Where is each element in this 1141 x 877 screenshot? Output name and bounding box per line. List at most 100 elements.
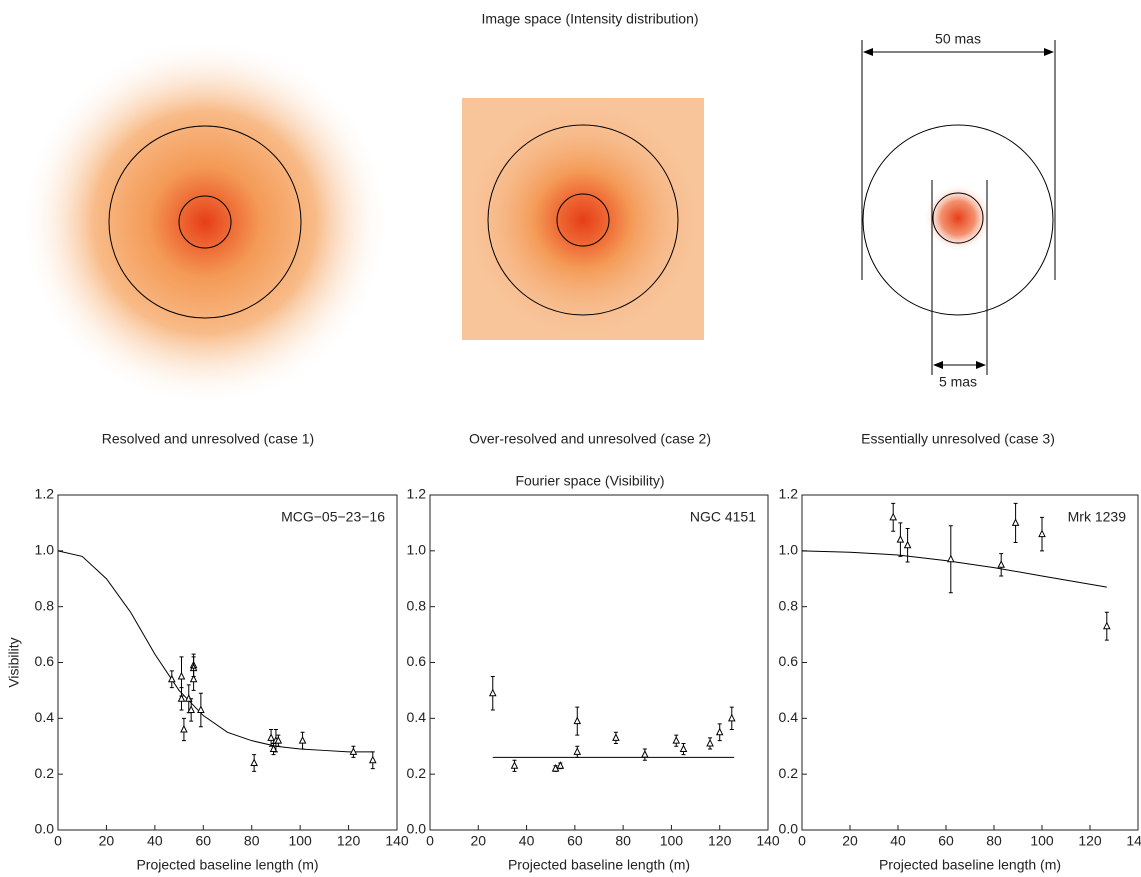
y-tick-label: 1.2 <box>35 486 55 502</box>
model-line <box>57 550 373 753</box>
caption: Over-resolved and unresolved (case 2) <box>469 431 711 447</box>
x-tick-label: 120 <box>708 833 732 849</box>
data-point <box>368 755 377 764</box>
data-point <box>177 694 186 702</box>
data-point <box>269 744 278 753</box>
data-point <box>612 733 620 741</box>
x-tick-label: 0 <box>426 833 434 849</box>
data-point <box>180 724 188 733</box>
image-case-2 <box>462 98 704 341</box>
y-tick-label: 0.4 <box>779 709 799 725</box>
model-line <box>801 550 1107 588</box>
data-point <box>167 674 176 683</box>
x-tick-label: 20 <box>470 833 486 849</box>
data-point <box>187 705 195 713</box>
y-tick-label: 0.6 <box>407 653 427 669</box>
data-point <box>177 671 186 680</box>
y-tick-label: 1.0 <box>779 542 799 558</box>
data-point <box>250 758 258 766</box>
x-tick-label: 60 <box>195 833 211 849</box>
dimension-label: 50 mas <box>935 31 981 47</box>
x-tick-label: 60 <box>938 833 954 849</box>
data-point <box>488 688 497 697</box>
x-axis-label: Projected baseline length (m) <box>508 857 690 873</box>
x-tick-label: 140 <box>385 833 409 849</box>
y-tick-label: 0.8 <box>35 597 55 613</box>
data-point <box>997 560 1006 568</box>
data-point <box>573 716 582 725</box>
annotation: MCG−05−23−16 <box>281 509 385 525</box>
data-point <box>672 736 681 744</box>
y-tick-label: 0.2 <box>35 765 55 781</box>
x-tick-label: 100 <box>1030 833 1054 849</box>
y-tick-label: 0.2 <box>779 765 799 781</box>
x-tick-label: 40 <box>147 833 163 849</box>
data-point <box>889 512 898 521</box>
y-tick-label: 0.4 <box>407 709 427 725</box>
y-tick-label: 0.0 <box>35 821 55 837</box>
x-tick-label: 40 <box>519 833 535 849</box>
y-tick-label: 0.8 <box>407 597 427 613</box>
data-point <box>946 554 955 563</box>
data-point <box>267 733 275 741</box>
plot-frame <box>57 494 398 831</box>
image-case-1 <box>20 37 390 407</box>
x-tick-label: 120 <box>337 833 361 849</box>
y-tick-label: 0.6 <box>35 653 55 669</box>
y-tick-label: 0.0 <box>779 821 799 837</box>
y-tick-label: 0.8 <box>779 597 799 613</box>
x-tick-label: 0 <box>54 833 62 849</box>
data-point <box>706 738 714 747</box>
y-tick-label: 1.0 <box>35 542 55 558</box>
caption: Resolved and unresolved (case 1) <box>102 431 314 447</box>
x-tick-label: 100 <box>288 833 312 849</box>
x-tick-label: 20 <box>99 833 115 849</box>
data-point <box>349 747 358 755</box>
x-tick-label: 140 <box>1126 833 1141 849</box>
y-tick-label: 0.6 <box>779 653 799 669</box>
data-point <box>679 744 688 753</box>
x-tick-label: 60 <box>567 833 583 849</box>
y-tick-label: 0.4 <box>35 709 55 725</box>
caption: Essentially unresolved (case 3) <box>861 431 1055 447</box>
x-axis-label: Projected baseline length (m) <box>879 857 1061 873</box>
y-tick-label: 1.2 <box>779 486 799 502</box>
y-tick-label: 0.0 <box>407 821 427 837</box>
plot-frame <box>801 494 1139 831</box>
data-point <box>510 761 519 769</box>
plot-frame <box>429 494 769 831</box>
data-point <box>1102 621 1111 630</box>
x-tick-label: 20 <box>842 833 858 849</box>
data-point <box>641 750 649 758</box>
data-point <box>197 705 205 713</box>
data-point <box>896 535 905 543</box>
x-tick-label: 120 <box>1078 833 1102 849</box>
x-tick-label: 40 <box>890 833 906 849</box>
x-tick-label: 80 <box>986 833 1002 849</box>
y-tick-label: 0.2 <box>407 765 427 781</box>
x-axis-label: Projected baseline length (m) <box>136 857 318 873</box>
data-point <box>1038 529 1046 538</box>
image-case-3 <box>861 40 1056 375</box>
x-tick-label: 80 <box>615 833 631 849</box>
data-point <box>274 736 283 744</box>
image-title: Image space (Intensity distribution) <box>481 11 698 27</box>
data-point <box>1011 518 1020 526</box>
annotation: NGC 4151 <box>690 509 756 525</box>
fourier-title: Fourier space (Visibility) <box>515 473 664 489</box>
data-point <box>298 736 307 744</box>
data-point <box>189 674 198 683</box>
data-point <box>715 727 724 736</box>
annotation: Mrk 1239 <box>1068 509 1127 525</box>
x-tick-label: 100 <box>660 833 684 849</box>
data-point <box>727 713 736 722</box>
y-tick-label: 1.2 <box>407 486 427 502</box>
data-point <box>573 747 582 755</box>
x-tick-label: 80 <box>244 833 260 849</box>
x-tick-label: 0 <box>798 833 806 849</box>
data-point <box>903 540 912 549</box>
x-tick-label: 140 <box>756 833 780 849</box>
dimension-label: 5 mas <box>939 374 977 390</box>
